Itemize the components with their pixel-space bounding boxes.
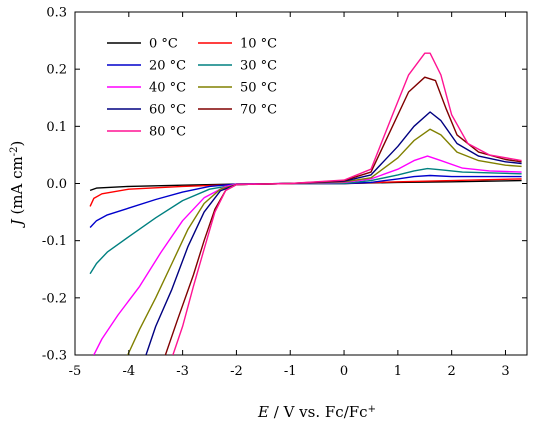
y-tick-label: 0.0 bbox=[46, 177, 67, 192]
series-line-3 bbox=[89, 167, 522, 275]
x-tick-label: -4 bbox=[122, 364, 135, 379]
x-tick-label: 1 bbox=[394, 364, 402, 379]
y-tick-label: 0.1 bbox=[46, 120, 67, 135]
x-tick-label: 0 bbox=[340, 364, 348, 379]
x-tick-label: 3 bbox=[501, 364, 509, 379]
legend-label-0: 0 °C bbox=[149, 37, 178, 52]
y-tick-label: -0.2 bbox=[42, 291, 67, 306]
series-line-8 bbox=[172, 52, 522, 355]
y-tick-label: -0.1 bbox=[42, 234, 67, 249]
legend-label-5: 50 °C bbox=[240, 81, 277, 96]
series-line-6 bbox=[145, 111, 522, 355]
legend-label-6: 60 °C bbox=[149, 103, 186, 118]
legend-label-1: 10 °C bbox=[240, 37, 277, 52]
y-tick-label: -0.3 bbox=[42, 349, 67, 364]
legend: 0 °C 10 °C 20 °C 30 °C 40 °C 50 °C 60 °C 70 °C 8… bbox=[107, 37, 277, 140]
axes: -5 -4 -3 -2 -1 0 1 2 3 -0.3 -0.2 -0.1 0.0 0.1 0.2 0.3 bbox=[42, 6, 527, 379]
x-tick-label: -5 bbox=[69, 364, 82, 379]
series-line-5 bbox=[127, 128, 522, 355]
x-tick-label: -1 bbox=[284, 364, 297, 379]
y-tick-label: 0.2 bbox=[46, 63, 67, 78]
legend-label-3: 30 °C bbox=[240, 59, 277, 74]
y-tick-label: 0.3 bbox=[46, 6, 67, 21]
legend-label-4: 40 °C bbox=[149, 81, 186, 96]
series-line-7 bbox=[164, 76, 522, 355]
x-tick-label: -2 bbox=[230, 364, 243, 379]
x-tick-label: -3 bbox=[176, 364, 189, 379]
x-tick-label: 2 bbox=[448, 364, 456, 379]
x-axis-label: E / V vs. Fc/Fc+ bbox=[257, 403, 376, 421]
series-layer bbox=[89, 52, 522, 355]
legend-label-7: 70 °C bbox=[240, 103, 277, 118]
y-axis-label: J (mA cm-2) bbox=[8, 141, 26, 229]
legend-label-2: 20 °C bbox=[149, 59, 186, 74]
legend-label-8: 80 °C bbox=[149, 125, 186, 140]
